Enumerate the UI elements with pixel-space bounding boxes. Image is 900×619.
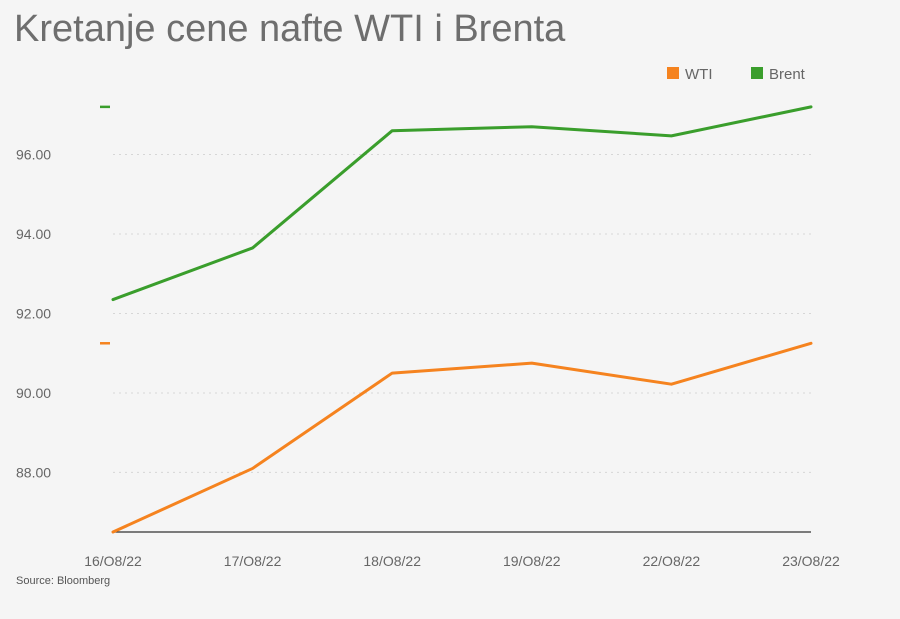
- x-tick-label: 19/O8/22: [503, 553, 561, 569]
- x-tick-label: 17/O8/22: [224, 553, 282, 569]
- legend-label-wti: WTI: [685, 66, 713, 83]
- legend-label-brent: Brent: [769, 66, 806, 83]
- x-tick-label: 18/O8/22: [363, 553, 421, 569]
- x-tick-label: 23/O8/22: [782, 553, 840, 569]
- legend-swatch-brent: [751, 67, 763, 79]
- y-tick-label: 92.00: [16, 305, 51, 321]
- series-line-brent: [111, 105, 813, 302]
- series-lines: [100, 105, 813, 534]
- legend-swatch-wti: [667, 67, 679, 79]
- series-line-wti: [111, 341, 813, 534]
- y-tick-label: 94.00: [16, 226, 51, 242]
- grid-lines: [113, 154, 811, 473]
- y-tick-label: 90.00: [16, 385, 51, 401]
- y-tick-label: 88.00: [16, 464, 51, 480]
- y-axis: 88.00 90.00 92.00 94.00 96.00: [16, 147, 51, 481]
- chart-title: Kretanje cene nafte WTI i Brenta: [14, 8, 566, 50]
- y-tick-label: 96.00: [16, 147, 51, 163]
- x-axis: 16/O8/22 17/O8/22 18/O8/22 19/O8/22 22/O8/22…: [84, 553, 840, 569]
- x-tick-label: 16/O8/22: [84, 553, 142, 569]
- x-tick-label: 22/O8/22: [643, 553, 701, 569]
- source-note: Source: Bloomberg: [16, 575, 111, 587]
- legend: WTI Brent: [667, 66, 806, 83]
